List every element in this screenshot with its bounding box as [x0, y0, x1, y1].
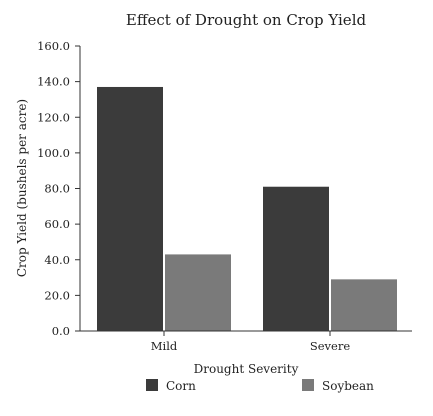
chart-title: Effect of Drought on Crop Yield — [126, 11, 367, 29]
y-tick-label: 160.0 — [37, 39, 70, 53]
x-tick-label: Severe — [310, 339, 350, 353]
x-tick-label: Mild — [151, 339, 178, 353]
y-tick-label: 60.0 — [44, 217, 70, 231]
bar-corn-severe — [263, 186, 329, 331]
legend-label-soybean: Soybean — [322, 379, 374, 393]
x-axis-ticks: Mild Severe — [151, 331, 350, 353]
bar-soybean-severe — [331, 279, 397, 331]
y-tick-label: 140.0 — [37, 75, 70, 89]
y-axis-ticks: 0.0 20.0 40.0 60.0 80.0 100.0 120.0 140.0 160.0 — [37, 39, 80, 338]
legend-swatch-soybean — [302, 379, 314, 391]
y-tick-label: 80.0 — [44, 182, 70, 196]
y-tick-label: 120.0 — [37, 110, 70, 124]
x-axis-label: Drought Severity — [194, 362, 299, 376]
y-tick-label: 0.0 — [52, 324, 70, 338]
legend-label-corn: Corn — [166, 379, 196, 393]
y-tick-label: 100.0 — [37, 146, 70, 160]
bar-soybean-mild — [165, 254, 231, 331]
bar-corn-mild — [97, 86, 163, 331]
legend-swatch-corn — [146, 379, 158, 391]
legend: Corn Soybean — [146, 379, 374, 393]
y-tick-label: 40.0 — [44, 253, 70, 267]
y-axis-label: Crop Yield (bushels per acre) — [15, 99, 29, 277]
y-tick-label: 20.0 — [44, 288, 70, 302]
bars — [97, 86, 397, 331]
